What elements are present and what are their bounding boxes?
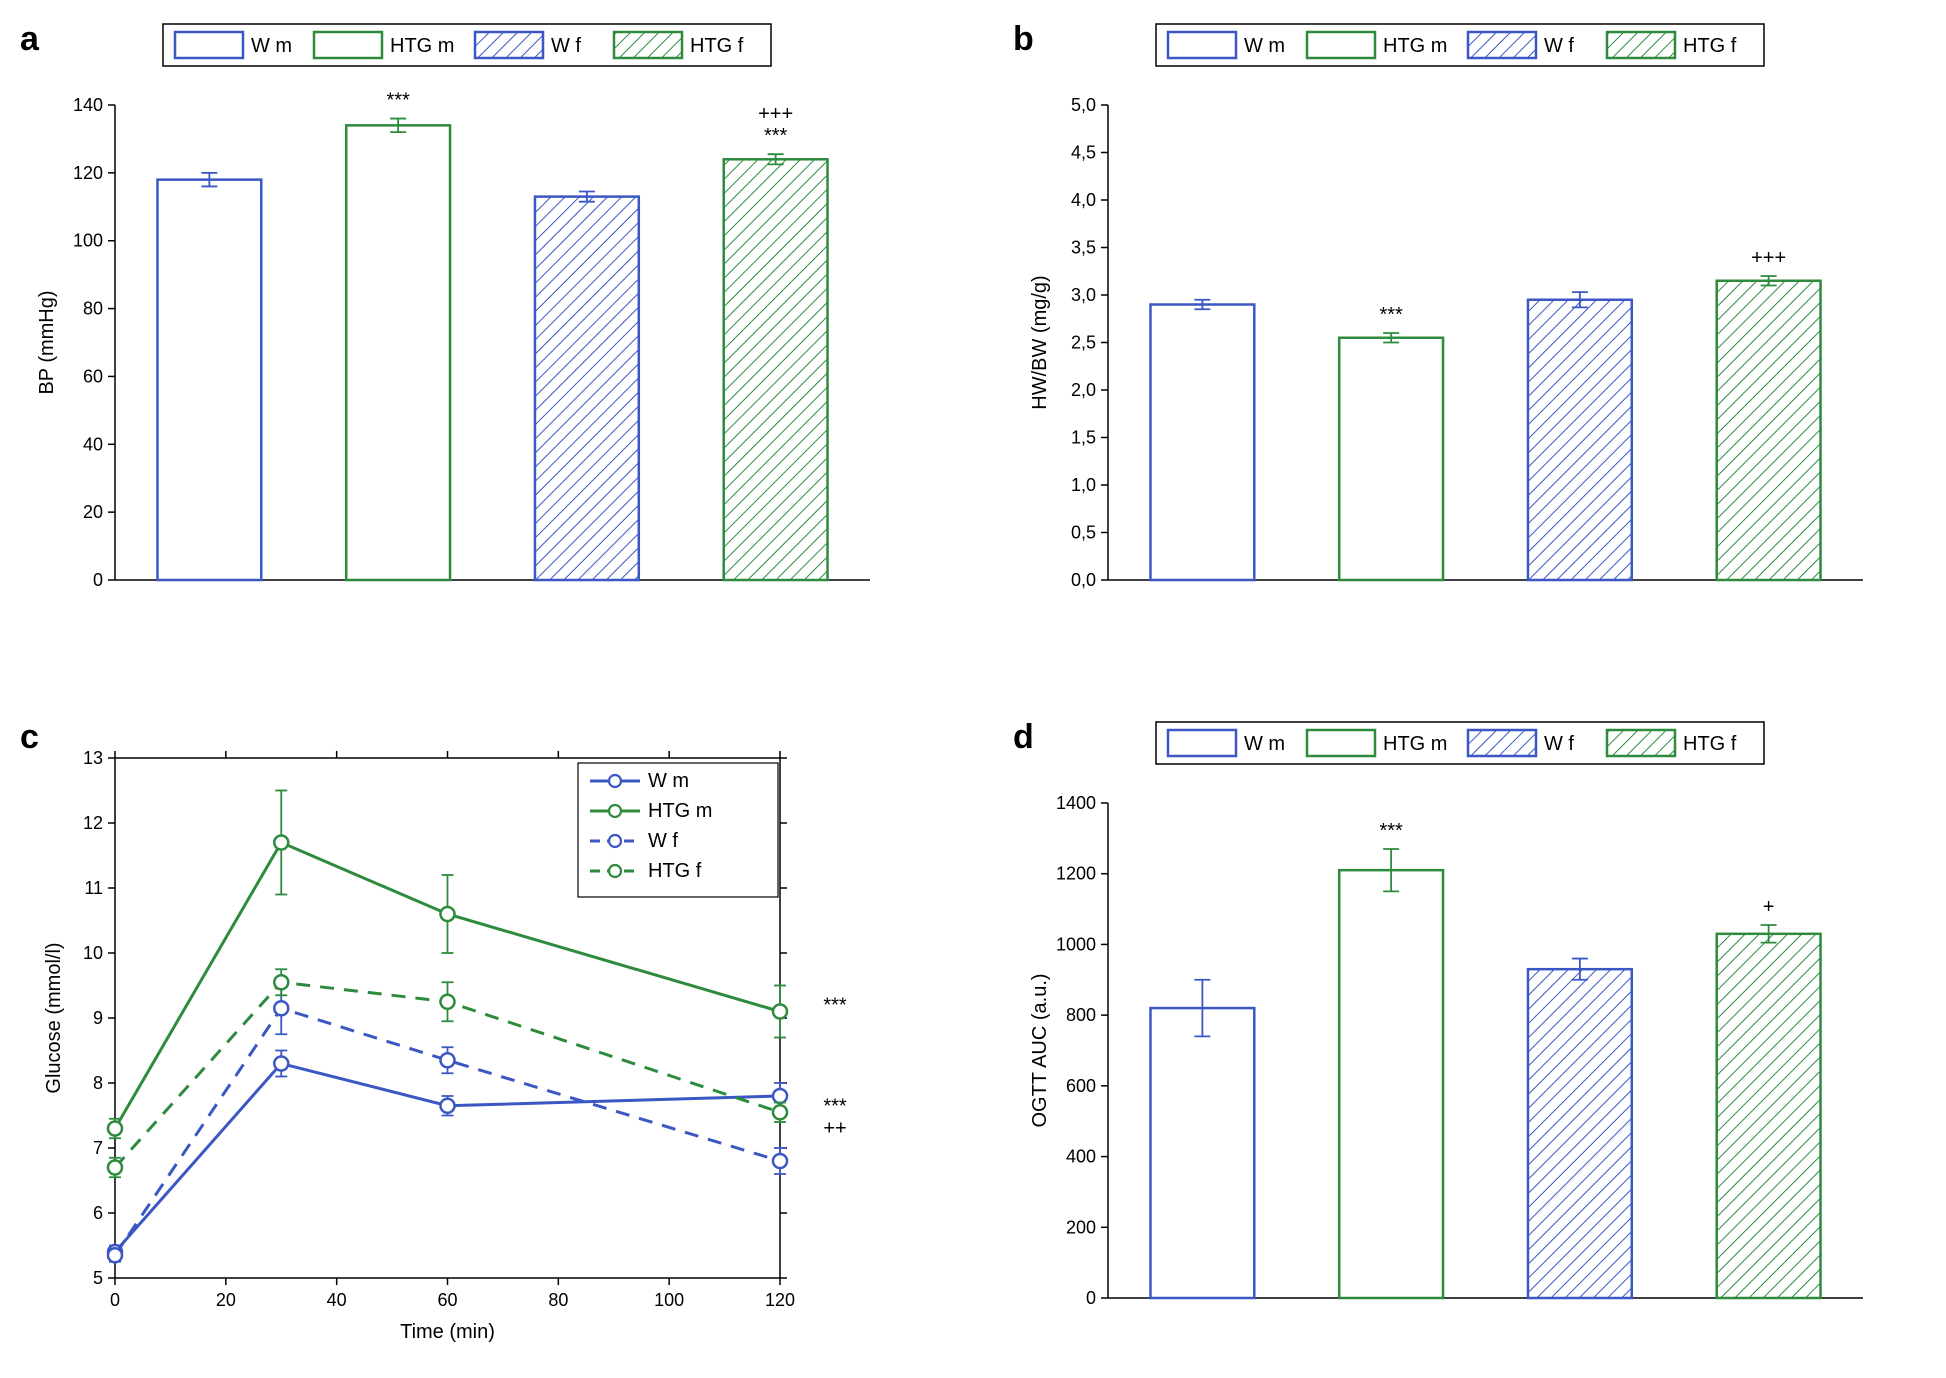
svg-text:HTG f: HTG f xyxy=(1683,733,1737,755)
svg-text:400: 400 xyxy=(1066,1147,1096,1167)
svg-text:7: 7 xyxy=(93,1138,103,1158)
svg-text:HTG f: HTG f xyxy=(648,860,702,882)
svg-text:9: 9 xyxy=(93,1008,103,1028)
svg-text:W m: W m xyxy=(648,770,689,792)
panel-d-label: d xyxy=(1013,718,1034,757)
svg-text:HTG m: HTG m xyxy=(1383,35,1447,57)
svg-text:W f: W f xyxy=(1544,733,1574,755)
svg-text:800: 800 xyxy=(1066,1005,1096,1025)
svg-text:W m: W m xyxy=(251,35,292,57)
svg-text:W f: W f xyxy=(551,35,581,57)
svg-text:HTG m: HTG m xyxy=(390,35,454,57)
svg-text:0: 0 xyxy=(1086,1288,1096,1308)
panel-a: a W m HTG m W f HTG f 0 20 40 60 80 100 120 140 BP (… xyxy=(20,20,933,658)
svg-text:W f: W f xyxy=(648,830,678,852)
svg-text:BP (mmHg): BP (mmHg) xyxy=(36,290,58,394)
svg-text:Glucose (mmol/l): Glucose (mmol/l) xyxy=(43,942,65,1093)
svg-text:1000: 1000 xyxy=(1056,934,1096,954)
chart-d: W m HTG m W f HTG f 0 200 400 600 800 1000 1200 140… xyxy=(1013,718,1893,1358)
svg-text:1200: 1200 xyxy=(1056,864,1096,884)
svg-text:1,0: 1,0 xyxy=(1071,475,1096,495)
svg-text:+++: +++ xyxy=(1751,247,1786,269)
svg-text:4,0: 4,0 xyxy=(1071,190,1096,210)
svg-text:W f: W f xyxy=(1544,35,1574,57)
svg-text:40: 40 xyxy=(83,434,103,454)
svg-text:***: *** xyxy=(764,125,788,147)
svg-text:OGTT AUC (a.u.): OGTT AUC (a.u.) xyxy=(1029,973,1051,1127)
svg-text:140: 140 xyxy=(73,95,103,115)
svg-text:120: 120 xyxy=(73,163,103,183)
svg-text:80: 80 xyxy=(548,1290,568,1310)
chart-c: 5 6 7 8 9 10 11 12 13 0 20 40 60 80 100 120 Glucose (mmo… xyxy=(20,718,900,1358)
svg-text:***: *** xyxy=(1379,304,1403,326)
svg-text:0,0: 0,0 xyxy=(1071,570,1096,590)
panel-c: c 5 6 7 8 9 10 11 12 13 0 20 40 60 80 100 120 Glucose (m… xyxy=(20,718,933,1358)
svg-text:10: 10 xyxy=(83,943,103,963)
chart-b: W m HTG m W f HTG f 0,0 0,5 1,0 1,5 2,0 2,5 3,0 3,5… xyxy=(1013,20,1893,640)
svg-text:80: 80 xyxy=(83,299,103,319)
svg-text:100: 100 xyxy=(654,1290,684,1310)
svg-text:+++: +++ xyxy=(758,103,793,125)
svg-text:HTG m: HTG m xyxy=(1383,733,1447,755)
svg-text:+: + xyxy=(1763,896,1775,918)
svg-text:++: ++ xyxy=(823,1117,846,1139)
svg-text:120: 120 xyxy=(765,1290,795,1310)
svg-text:60: 60 xyxy=(83,366,103,386)
svg-text:100: 100 xyxy=(73,231,103,251)
svg-text:12: 12 xyxy=(83,813,103,833)
svg-text:20: 20 xyxy=(83,502,103,522)
svg-text:0: 0 xyxy=(110,1290,120,1310)
svg-text:5: 5 xyxy=(93,1268,103,1288)
svg-text:5,0: 5,0 xyxy=(1071,95,1096,115)
svg-text:HW/BW (mg/g): HW/BW (mg/g) xyxy=(1029,275,1051,409)
svg-text:1,5: 1,5 xyxy=(1071,428,1096,448)
svg-text:W m: W m xyxy=(1244,733,1285,755)
svg-text:11: 11 xyxy=(84,878,103,898)
svg-text:***: *** xyxy=(823,1095,847,1117)
panel-d: d W m HTG m W f HTG f 0 200 400 600 800 1000 1200 1… xyxy=(1013,718,1926,1358)
svg-text:HTG m: HTG m xyxy=(648,800,712,822)
svg-text:40: 40 xyxy=(327,1290,347,1310)
svg-text:6: 6 xyxy=(93,1203,103,1223)
svg-text:HTG f: HTG f xyxy=(690,35,744,57)
svg-text:W m: W m xyxy=(1244,35,1285,57)
svg-text:4,5: 4,5 xyxy=(1071,143,1096,163)
svg-text:0: 0 xyxy=(93,570,103,590)
panel-a-label: a xyxy=(20,20,39,59)
svg-text:8: 8 xyxy=(93,1073,103,1093)
svg-text:200: 200 xyxy=(1066,1217,1096,1237)
svg-text:60: 60 xyxy=(437,1290,457,1310)
svg-text:***: *** xyxy=(823,995,847,1017)
svg-text:***: *** xyxy=(1379,820,1403,842)
svg-text:Time (min): Time (min) xyxy=(400,1321,495,1343)
panel-b-label: b xyxy=(1013,20,1034,59)
svg-text:2,5: 2,5 xyxy=(1071,333,1096,353)
svg-text:0,5: 0,5 xyxy=(1071,523,1096,543)
svg-text:20: 20 xyxy=(216,1290,236,1310)
svg-text:***: *** xyxy=(386,90,410,112)
svg-text:HTG f: HTG f xyxy=(1683,35,1737,57)
svg-text:2,0: 2,0 xyxy=(1071,380,1096,400)
svg-text:3,5: 3,5 xyxy=(1071,238,1096,258)
svg-text:13: 13 xyxy=(83,748,103,768)
svg-text:1400: 1400 xyxy=(1056,793,1096,813)
panel-b: b W m HTG m W f HTG f 0,0 0,5 1,0 1,5 2,0 2,5 3,0 3… xyxy=(1013,20,1926,658)
chart-a: W m HTG m W f HTG f 0 20 40 60 80 100 120 140 BP (mm… xyxy=(20,20,900,640)
svg-text:600: 600 xyxy=(1066,1076,1096,1096)
svg-text:3,0: 3,0 xyxy=(1071,285,1096,305)
panel-c-label: c xyxy=(20,718,39,757)
